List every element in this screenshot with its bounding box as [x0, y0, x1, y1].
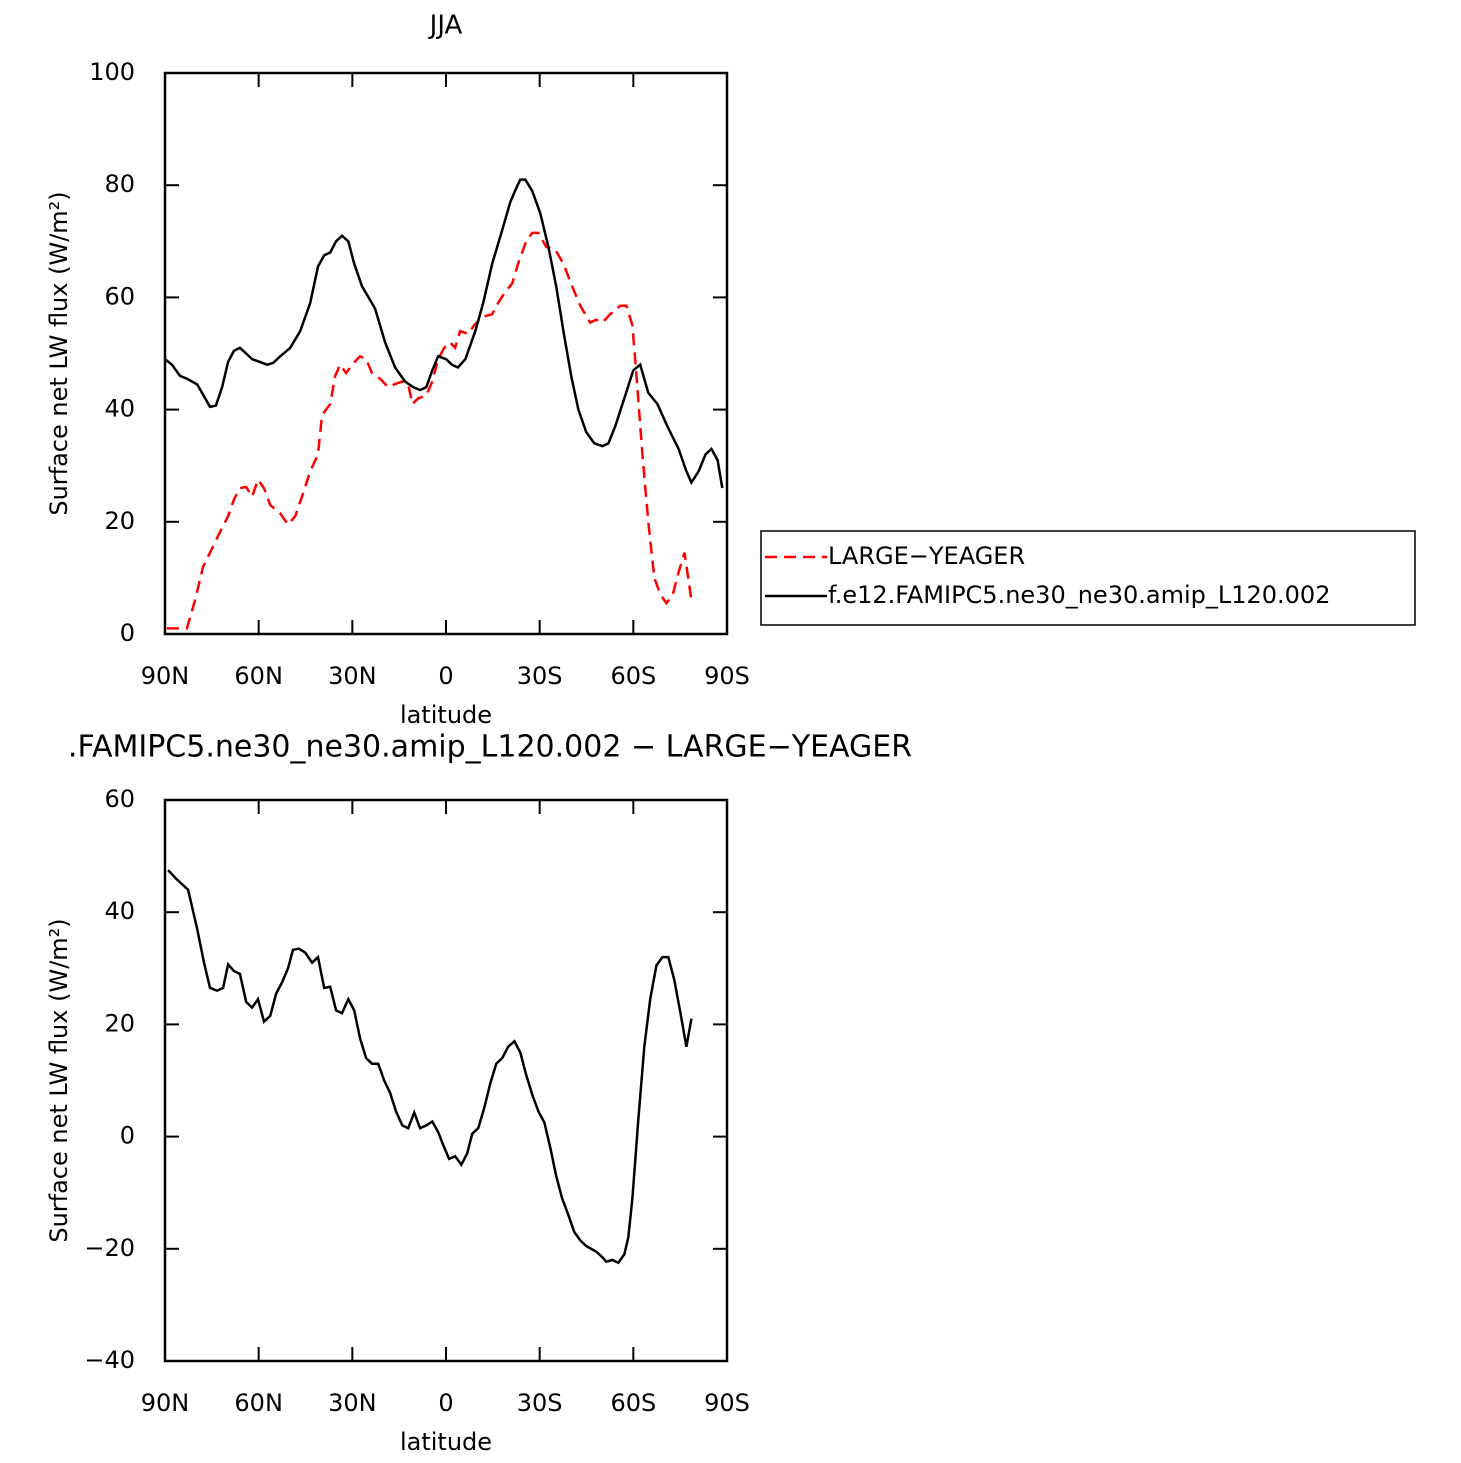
x-axis-label: latitude: [400, 1428, 492, 1456]
x-tick-label: 30N: [328, 662, 377, 690]
y-tick-label: 60: [104, 282, 135, 310]
x-tick-label: 90S: [704, 1389, 750, 1417]
y-axis-label: Surface net LW flux (W/m²): [45, 191, 73, 515]
x-tick-label: 60N: [234, 1389, 283, 1417]
x-tick-label: 0: [438, 1389, 453, 1417]
chart-title: .FAMIPC5.ne30_ne30.amip_L120.002 − LARGE…: [68, 730, 912, 765]
y-tick-label: 0: [120, 619, 135, 647]
y-tick-label: 20: [104, 507, 135, 535]
y-tick-label: 0: [120, 1122, 135, 1150]
legend-box: [760, 530, 1416, 626]
x-tick-label: 90S: [704, 662, 750, 690]
plot-frame: [163, 71, 729, 636]
y-tick-label: 60: [104, 785, 135, 813]
data-line: [164, 178, 724, 489]
legend-label: LARGE−YEAGER: [828, 542, 1025, 570]
x-tick-label: 30S: [517, 1389, 563, 1417]
plot-frame: [163, 798, 729, 1363]
x-tick-label: 30S: [517, 662, 563, 690]
chart-title: JJA: [428, 11, 463, 41]
y-tick-label: 40: [104, 395, 135, 423]
legend: LARGE−YEAGER f.e12.FAMIPC5.ne30_ne30.amip…: [760, 530, 1416, 626]
x-tick-label: 60S: [610, 1389, 656, 1417]
y-tick-label: −20: [84, 1234, 135, 1262]
data-line: [167, 869, 693, 1265]
x-tick-label: 30N: [328, 1389, 377, 1417]
x-tick-label: 60S: [610, 662, 656, 690]
x-tick-label: 90N: [141, 662, 190, 690]
y-tick-label: 80: [104, 170, 135, 198]
y-tick-label: −40: [84, 1346, 135, 1374]
legend-label: f.e12.FAMIPC5.ne30_ne30.amip_L120.002: [828, 581, 1330, 609]
x-tick-label: 0: [438, 662, 453, 690]
y-tick-label: 20: [104, 1009, 135, 1037]
x-tick-label: 60N: [234, 662, 283, 690]
y-tick-label: 40: [104, 897, 135, 925]
data-line: [166, 231, 693, 630]
x-tick-label: 90N: [141, 1389, 190, 1417]
y-tick-label: 100: [89, 58, 135, 86]
y-axis-label: Surface net LW flux (W/m²): [45, 918, 73, 1242]
x-axis-label: latitude: [400, 701, 492, 729]
